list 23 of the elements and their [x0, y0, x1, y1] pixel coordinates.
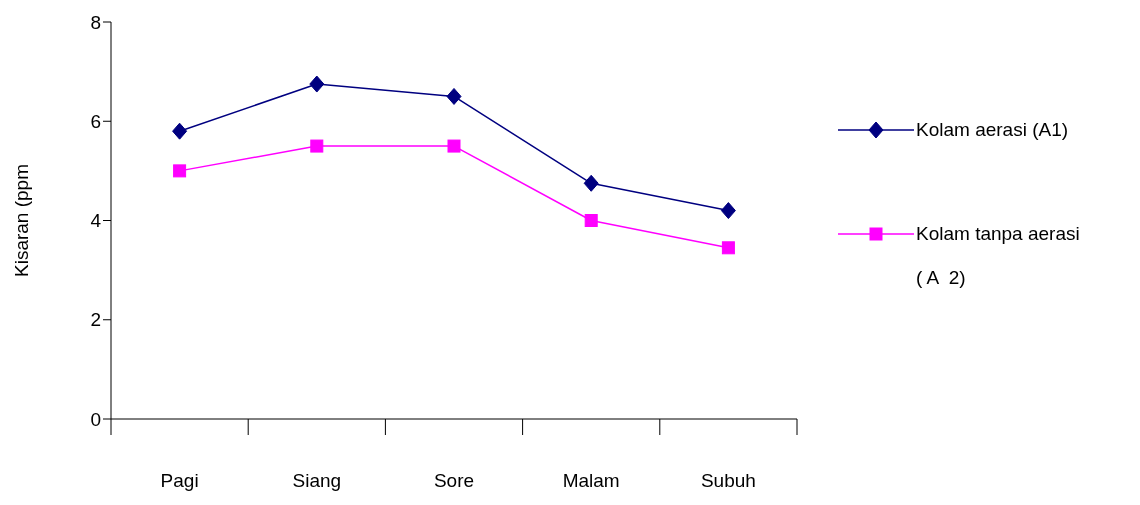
point [583, 174, 599, 192]
x-tick-label: Pagi [160, 470, 199, 491]
y-tick-label: 4 [90, 210, 102, 232]
y-tick-label: 2 [90, 309, 101, 331]
x-tick-label: Malam [562, 470, 620, 491]
point [309, 75, 325, 93]
legend-label: Kolam aerasi (A1) [916, 118, 1070, 142]
point [446, 87, 462, 105]
text: Kolam tanpa aerasi ( A 2) [916, 223, 1080, 288]
y-tick-label: 8 [90, 11, 101, 33]
point [172, 122, 188, 140]
y-tick-label: 6 [90, 111, 101, 132]
x-tick-label: Sore [433, 470, 475, 491]
x-tick-label: Siang [292, 470, 342, 491]
point [721, 241, 735, 255]
point [173, 164, 187, 178]
point [310, 139, 324, 153]
y-axis-title: Kisaran (ppm [10, 164, 32, 277]
point [584, 214, 598, 227]
y-tick-label: 0 [90, 408, 101, 430]
x-tick-label: Subuh [700, 470, 756, 491]
point [720, 202, 736, 220]
point [447, 139, 461, 153]
